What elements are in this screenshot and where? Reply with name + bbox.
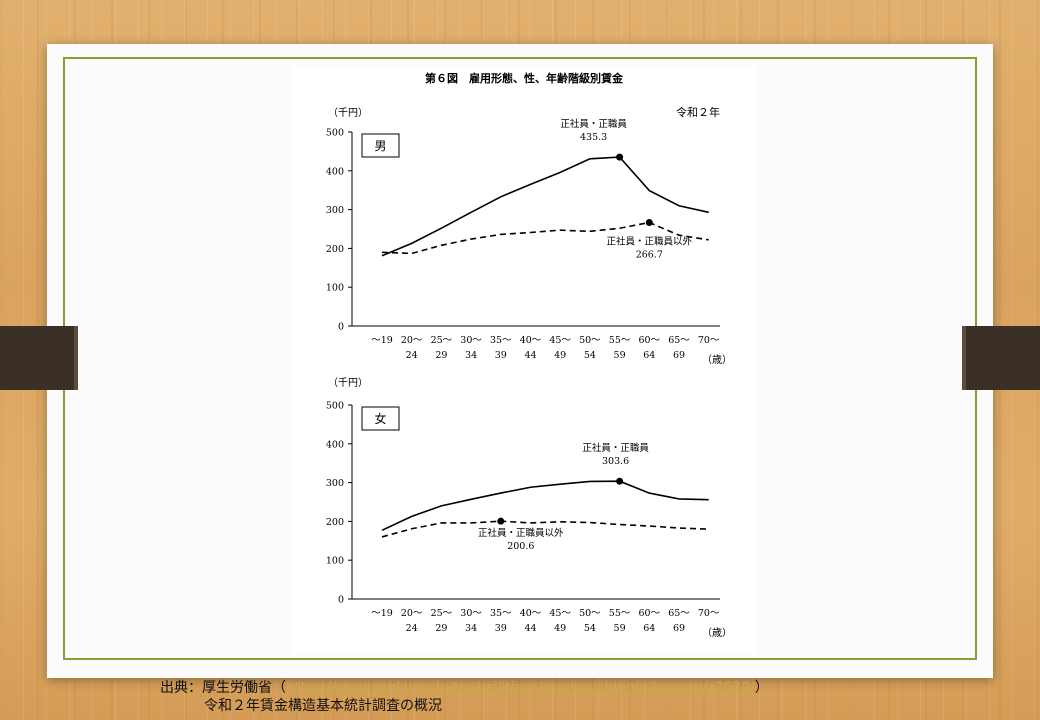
p0-x-tick-label-2: 34 xyxy=(465,350,477,361)
p1-x-tick-label-2: 59 xyxy=(614,623,626,634)
p0-xlabel: （歳） xyxy=(702,354,732,366)
p0-x-tick-label: 20～ xyxy=(401,335,423,346)
p0-series-line-1 xyxy=(381,221,709,255)
p1-x-tick-label: 50～ xyxy=(579,608,601,619)
p0-x-tick-label: 60～ xyxy=(639,335,661,346)
p0-x-tick-label-2: 24 xyxy=(406,350,418,361)
year-label: 令和２年 xyxy=(676,105,720,119)
p0-panel-label: 男 xyxy=(374,139,386,153)
p1-x-tick-label: 70～ xyxy=(698,608,720,619)
source-link[interactable]: https://www.mhlw.go.jp/toukei/itiran/rou… xyxy=(286,680,755,696)
p1-x-tick-label: 55～ xyxy=(609,608,631,619)
p1-y-tick-label: 500 xyxy=(326,401,344,412)
p0-x-tick-label-2: 44 xyxy=(524,350,536,361)
p1-x-tick-label: 65～ xyxy=(668,608,690,619)
p1-x-tick-label: 45～ xyxy=(549,608,571,619)
p1-series-name-1: 正社員・正職員以外 xyxy=(478,527,564,539)
p1-series-marker-0 xyxy=(616,477,624,485)
p1-x-tick-label-2: 34 xyxy=(465,623,477,634)
p0-series-name-0: 正社員・正職員 xyxy=(560,118,627,130)
source-prefix: 出典：厚生労働省（ xyxy=(160,680,286,696)
p1-y-tick-label: 200 xyxy=(326,517,344,528)
p1-y-tick-label: 300 xyxy=(326,478,344,489)
source-citation: 出典：厚生労働省（https://www.mhlw.go.jp/toukei/i… xyxy=(160,679,769,715)
p0-y-tick-label: 300 xyxy=(326,205,344,216)
p1-x-tick-label-2: 29 xyxy=(435,623,447,634)
p1-data-label-0: 303.6 xyxy=(602,456,629,467)
p0-x-tick-label-2: 59 xyxy=(614,350,626,361)
p1-series-line-0 xyxy=(381,480,709,532)
p1-xlabel: （歳） xyxy=(702,627,732,639)
p1-x-tick-label-2: 69 xyxy=(673,623,685,634)
p0-x-tick-label: 70～ xyxy=(698,335,720,346)
p1-ylabel: （千円） xyxy=(328,377,368,389)
p0-x-tick-label-2: 54 xyxy=(584,350,596,361)
right-tab-decoration xyxy=(962,326,1040,390)
p0-panel-label-box xyxy=(361,133,400,158)
figure-title: 第６図 雇用形態、性、年齢階級別賃金 xyxy=(425,71,624,85)
p0-series-name-1: 正社員・正職員以外 xyxy=(607,236,693,248)
p0-data-label-1: 266.7 xyxy=(636,250,663,261)
p1-x-tick-label-2: 24 xyxy=(406,623,418,634)
p0-series-line-0 xyxy=(381,156,709,257)
p1-y-tick-label: 400 xyxy=(326,439,344,450)
p0-data-label-0: 435.3 xyxy=(580,132,607,143)
p0-x-tick-label: 30～ xyxy=(460,335,482,346)
p1-y-tick-label: 0 xyxy=(338,595,344,606)
p0-series-marker-1 xyxy=(645,219,653,227)
p1-data-label-1: 200.6 xyxy=(507,541,534,552)
p1-x-tick-label-2: 44 xyxy=(524,623,536,634)
p1-x-tick-label: ～19 xyxy=(371,608,393,619)
p1-y-tick-label: 100 xyxy=(326,556,344,567)
p0-series-marker-0 xyxy=(616,153,624,161)
p0-y-tick-label: 500 xyxy=(326,128,344,139)
source-line2: 令和２年賃金構造基本統計調査の概況 xyxy=(204,698,442,714)
p0-y-tick-label: 400 xyxy=(326,166,344,177)
p1-panel-label-box xyxy=(361,406,400,431)
source-suffix: ） xyxy=(754,680,769,696)
p1-x-tick-label-2: 64 xyxy=(643,623,655,634)
p1-x-tick-label: 30～ xyxy=(460,608,482,619)
p0-y-tick-label: 100 xyxy=(326,283,344,294)
p1-series-marker-1 xyxy=(497,517,505,525)
chart-paper: 第６図 雇用形態、性、年齢階級別賃金 令和２年 （千円） 0 100 200 300 40… xyxy=(292,66,756,654)
p0-x-tick-label: 50～ xyxy=(579,335,601,346)
p0-x-tick-label: 35～ xyxy=(490,335,512,346)
p1-series-line-1 xyxy=(381,520,709,538)
wage-chart: 第６図 雇用形態、性、年齢階級別賃金 令和２年 （千円） 0 100 200 300 40… xyxy=(326,71,732,639)
p0-x-tick-label-2: 39 xyxy=(495,350,507,361)
p0-x-tick-label: 45～ xyxy=(549,335,571,346)
p0-x-tick-label-2: 49 xyxy=(554,350,566,361)
p1-series-name-0: 正社員・正職員 xyxy=(582,442,649,454)
p0-x-tick-label-2: 64 xyxy=(643,350,655,361)
p1-x-tick-label: 40～ xyxy=(520,608,542,619)
p1-x-tick-label-2: 39 xyxy=(495,623,507,634)
p0-x-tick-label-2: 29 xyxy=(435,350,447,361)
p0-x-tick-label: 25～ xyxy=(431,335,453,346)
p0-x-tick-label: 65～ xyxy=(668,335,690,346)
p1-x-tick-label: 20～ xyxy=(401,608,423,619)
p0-y-tick-label: 0 xyxy=(338,322,344,333)
p0-x-tick-label: 40～ xyxy=(520,335,542,346)
p1-panel-label: 女 xyxy=(374,411,386,426)
p1-x-tick-label: 60～ xyxy=(639,608,661,619)
p1-x-tick-label: 25～ xyxy=(431,608,453,619)
p1-x-tick-label-2: 49 xyxy=(554,623,566,634)
p0-x-tick-label-2: 69 xyxy=(673,350,685,361)
p0-x-tick-label: 55～ xyxy=(609,335,631,346)
left-tab-decoration xyxy=(0,326,78,390)
p0-y-tick-label: 200 xyxy=(326,244,344,255)
p0-ylabel: （千円） xyxy=(328,107,368,119)
p1-x-tick-label-2: 54 xyxy=(584,623,596,634)
p0-x-tick-label: ～19 xyxy=(371,335,393,346)
p1-x-tick-label: 35～ xyxy=(490,608,512,619)
